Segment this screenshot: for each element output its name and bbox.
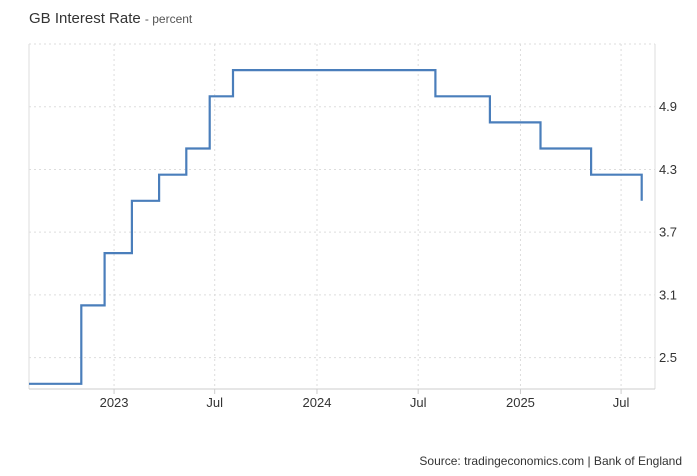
y-tick-label: 4.9 bbox=[659, 99, 677, 114]
x-tick-label: 2025 bbox=[506, 395, 535, 410]
series-line bbox=[29, 69, 643, 385]
chart-grid bbox=[29, 43, 655, 389]
chart-subtitle: - percent bbox=[144, 12, 193, 26]
x-tick-label: Jul bbox=[613, 395, 630, 410]
y-tick-label: 4.3 bbox=[659, 162, 677, 177]
y-tick-label: 3.1 bbox=[659, 287, 677, 302]
chart-tick-labels: 2.5 3.1 3.7 4.3 4.9 2023 Jul 2024 Jul 2025 Jul bbox=[100, 99, 677, 410]
x-tick-label: 2023 bbox=[100, 395, 129, 410]
x-tick-label: 2024 bbox=[303, 395, 332, 410]
chart-series bbox=[29, 69, 643, 385]
chart-axes bbox=[28, 44, 656, 394]
y-tick-label: 3.7 bbox=[659, 225, 677, 240]
chart-title: GB Interest Rate - percent bbox=[29, 10, 192, 27]
x-tick-label: Jul bbox=[410, 395, 427, 410]
chart-title-text: GB Interest Rate bbox=[29, 10, 141, 27]
y-tick-label: 2.5 bbox=[659, 350, 677, 365]
source-note: Source: tradingeconomics.com | Bank of E… bbox=[419, 454, 682, 468]
x-tick-label: Jul bbox=[206, 395, 223, 410]
